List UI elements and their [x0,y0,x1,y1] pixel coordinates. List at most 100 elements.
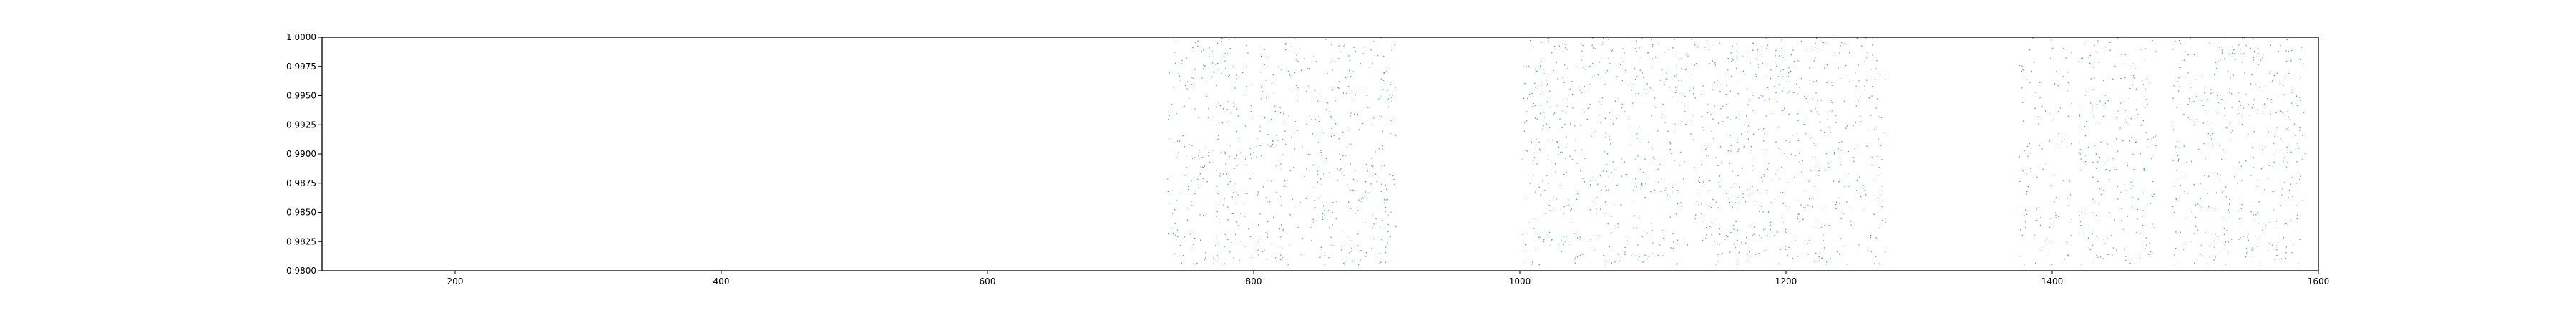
scatter-point [2269,242,2270,244]
scatter-point [1535,191,1536,193]
scatter-point [1787,76,1789,77]
scatter-point [1274,257,1277,259]
scatter-point [1758,97,1760,99]
scatter-point [1606,153,1609,155]
scatter-point [2146,245,2147,246]
scatter-point [2125,259,2127,261]
scatter-point [1323,173,1324,175]
scatter-point [1563,174,1565,175]
scatter-point [1846,201,1848,203]
scatter-point [2297,143,2298,144]
scatter-point [2107,100,2109,102]
scatter-point [1652,230,1654,231]
scatter-point [1589,103,1591,105]
scatter-point [1581,50,1583,52]
scatter-point [2079,115,2081,117]
scatter-point [1282,154,1284,155]
scatter-point [1306,168,1307,169]
scatter-point [1730,145,1732,146]
scatter-point [1297,130,1299,131]
scatter-point [1745,115,1747,117]
scatter-point [1249,178,1251,180]
scatter-point [1612,123,1614,125]
scatter-point [1310,227,1312,228]
scatter-point [1226,53,1229,54]
scatter-point [1755,74,1757,75]
scatter-point [1678,80,1679,81]
scatter-point [1641,72,1644,74]
scatter-point [1386,188,1387,190]
scatter-point [2019,229,2021,231]
scatter-point [1818,256,1820,258]
scatter-point [1572,107,1574,109]
scatter-point [2208,206,2210,208]
scatter-point [1227,239,1229,241]
scatter-point [2152,137,2155,138]
scatter-point [1338,138,1340,140]
scatter-point [1808,180,1810,182]
scatter-point [1294,121,1296,122]
scatter-point [1393,178,1395,180]
scatter-point [1810,170,1811,172]
scatter-point [1589,84,1591,85]
scatter-point [1838,181,1840,183]
scatter-point [1536,70,1538,72]
scatter-point [1385,199,1387,201]
scatter-point [1324,210,1325,211]
scatter-point [1186,81,1189,82]
scatter-point [1297,227,1299,228]
scatter-point [1272,140,1274,142]
scatter-point [1317,170,1319,172]
scatter-point [1631,102,1634,104]
scatter-point [2238,44,2240,46]
scatter-point [1195,42,1196,44]
scatter-point [1626,173,1628,175]
scatter-point [1672,247,1674,249]
scatter-point [1657,168,1659,170]
scatter-point [1219,175,1221,177]
scatter-point [1833,180,1835,182]
scatter-point [1758,253,1760,254]
scatter-point [1676,74,1677,76]
scatter-point [1539,236,1541,238]
scatter-point [1762,211,1764,213]
scatter-point [1664,122,1666,123]
scatter-point [1531,92,1533,95]
scatter-point [1699,181,1701,183]
scatter-point [1338,57,1340,59]
scatter-point [2291,252,2293,254]
scatter-point [2281,194,2283,196]
scatter-point [1794,176,1795,178]
scatter-point [2187,103,2189,105]
scatter-point [1260,55,1262,57]
scatter-point [2258,64,2259,66]
scatter-point [1332,212,1334,213]
scatter-point [1657,254,1659,256]
scatter-point [2096,153,2097,154]
scatter-point [1786,206,1787,208]
scatter-point [1175,62,1176,64]
scatter-point [1719,90,1721,92]
scatter-point [1523,130,1525,132]
x-tick-label: 600 [980,276,996,286]
scatter-point [1264,117,1266,119]
scatter-point [2260,168,2262,170]
scatter-point [1748,251,1750,253]
scatter-point [1650,191,1652,193]
scatter-point [1550,200,1551,201]
scatter-point [2135,141,2137,143]
scatter-point [1680,68,1682,69]
scatter-point [1282,257,1283,259]
scatter-point [1788,246,1790,249]
scatter-point [1674,92,1677,93]
scatter-point [2042,168,2044,170]
scatter-point [1548,204,1550,206]
scatter-point [1710,206,1712,208]
scatter-point [1870,236,1872,239]
scatter-point [2284,182,2285,183]
scatter-point [1544,189,1546,191]
scatter-point [1236,221,1238,223]
scatter-point [1350,143,1352,145]
scatter-point [1533,102,1534,105]
scatter-point [1611,49,1613,51]
